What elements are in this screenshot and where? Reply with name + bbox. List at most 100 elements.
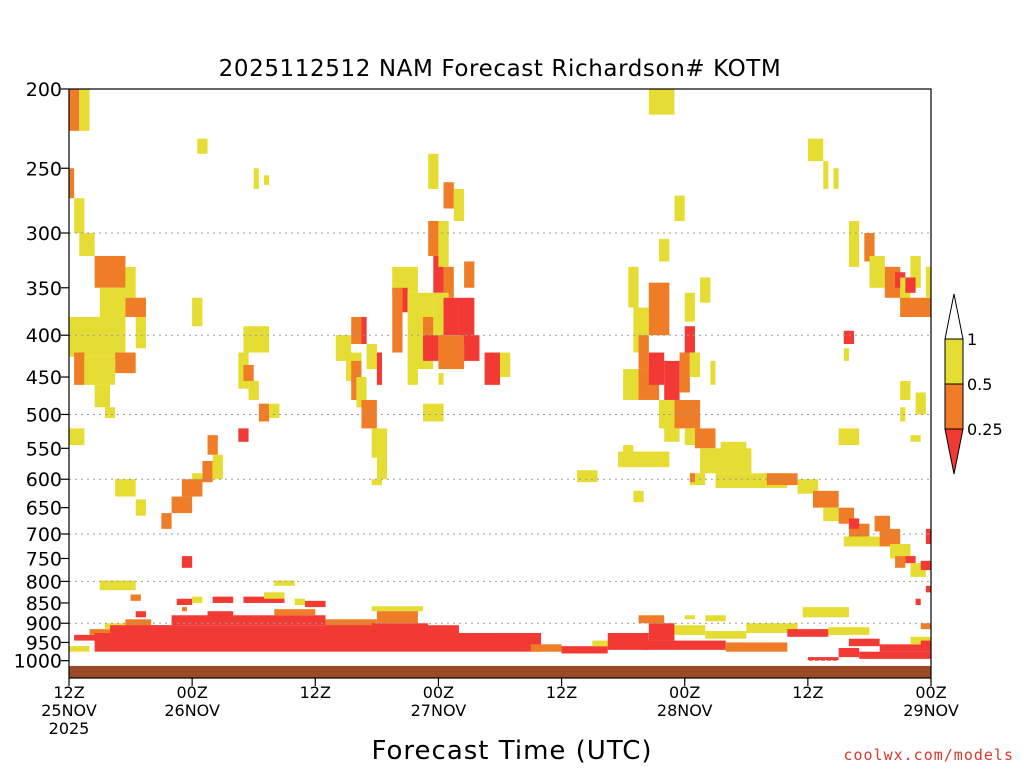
ri-cell-red — [838, 648, 860, 658]
ri-cell-yellow — [900, 407, 906, 422]
ri-cell-red — [848, 518, 860, 529]
ri-cell-orange — [725, 642, 788, 652]
ri-cell-orange — [243, 364, 254, 381]
ri-cell-yellow — [910, 255, 921, 288]
ri-cell-orange — [464, 261, 475, 288]
ri-cell-orange — [125, 619, 152, 626]
ri-cell-yellow — [428, 153, 439, 189]
ri-cell-orange — [689, 473, 695, 483]
y-tick-label: 250 — [26, 158, 62, 180]
ri-cell-yellow — [243, 326, 270, 353]
ri-cell-orange — [258, 403, 270, 422]
ri-cell-yellow — [674, 195, 685, 221]
ri-cell-yellow — [684, 428, 695, 446]
y-tick-label: 300 — [26, 223, 62, 245]
ri-cell-yellow — [843, 348, 849, 361]
ri-cell-yellow — [802, 607, 849, 618]
ri-cell-yellow — [125, 266, 136, 298]
ri-cell-orange — [638, 335, 649, 370]
ri-cell-orange — [130, 594, 141, 601]
ri-cell-red — [920, 640, 931, 647]
ri-cell-orange — [428, 220, 439, 256]
ri-cell-red — [94, 632, 542, 652]
ri-cell-yellow — [69, 316, 126, 357]
ri-cell-red — [905, 277, 916, 293]
ri-cell-red — [905, 556, 916, 564]
ground-layer — [69, 665, 931, 678]
ri-cell-yellow — [248, 380, 259, 400]
ri-cell-orange — [392, 287, 403, 353]
ri-cell-red — [925, 528, 931, 544]
ri-cell-yellow — [705, 631, 747, 639]
ri-cell-yellow — [94, 384, 111, 408]
ri-cell-red — [243, 596, 285, 603]
y-tick-label: 600 — [26, 469, 62, 491]
ri-cell-yellow — [371, 479, 382, 486]
x-tick-label: 27NOV — [411, 701, 467, 720]
ri-cell-orange — [125, 297, 146, 317]
ri-cell-yellow — [700, 277, 711, 303]
ri-cell-yellow — [371, 606, 424, 612]
x-tick-label: 29NOV — [903, 701, 959, 720]
ri-cell-red — [433, 255, 444, 293]
ri-cells — [69, 89, 931, 661]
ri-cell-orange — [443, 182, 454, 209]
ri-cell-yellow — [104, 407, 116, 418]
ri-cell-orange — [530, 644, 562, 652]
ri-cell-yellow — [623, 369, 639, 400]
ri-cell-orange — [89, 629, 121, 635]
ri-cell-orange — [171, 496, 193, 514]
ri-cell-yellow — [869, 255, 885, 288]
watermark: coolwx.com/models — [843, 746, 1014, 764]
ri-cell-red — [879, 644, 931, 652]
ri-cell-yellow — [371, 428, 388, 458]
ri-cell-orange — [766, 473, 798, 486]
ri-cell-yellow — [407, 360, 418, 385]
ri-cell-red — [859, 651, 931, 659]
ri-cell-yellow — [453, 188, 465, 221]
ri-cell-red — [181, 556, 193, 568]
ri-cell-orange — [207, 435, 218, 455]
y-tick-label: 750 — [26, 548, 62, 570]
y-tick-label: 950 — [26, 632, 62, 654]
ri-cell-red — [135, 611, 146, 618]
ri-cell-orange — [202, 461, 213, 483]
ri-cell-yellow — [684, 615, 695, 620]
y-tick-label: 350 — [26, 278, 62, 300]
ri-cell-yellow — [115, 479, 136, 497]
ri-cell-yellow — [135, 316, 146, 349]
ri-cell-yellow — [500, 352, 511, 378]
ri-cell-orange — [181, 607, 188, 612]
ri-cell-orange — [443, 266, 454, 298]
ri-cell-orange — [900, 297, 931, 317]
ri-cell-yellow — [915, 392, 926, 415]
ri-cell-red — [458, 297, 475, 344]
ri-cell-orange — [274, 609, 316, 616]
ri-cell-red — [843, 330, 855, 344]
ri-cell-red — [561, 646, 608, 654]
ri-cell-red — [920, 560, 931, 571]
ri-cell-orange — [94, 255, 126, 288]
ri-cell-orange — [69, 168, 75, 199]
ri-cell-yellow — [910, 435, 921, 442]
legend-label: 0.25 — [967, 420, 1003, 439]
ri-cell-yellow — [807, 138, 824, 162]
ri-cell-yellow — [192, 297, 203, 327]
ri-cell-orange — [115, 352, 136, 374]
y-tick-label: 800 — [26, 571, 62, 593]
ri-cell-yellow — [900, 277, 911, 317]
ri-cell-red — [648, 623, 675, 641]
ri-cell-yellow — [674, 625, 706, 635]
ri-cell-orange — [874, 515, 890, 532]
ri-cell-orange — [920, 623, 931, 630]
y-tick-label: 400 — [26, 325, 62, 347]
ri-cell-yellow — [633, 490, 644, 503]
ri-cell-yellow — [263, 592, 285, 599]
ri-cell-orange — [181, 479, 203, 497]
ri-cell-red — [110, 625, 459, 635]
ri-cell-yellow — [197, 138, 208, 154]
x-tick-label: 12Z — [792, 683, 823, 702]
y-tick-label: 700 — [26, 524, 62, 546]
ri-cell-yellow — [823, 507, 839, 522]
